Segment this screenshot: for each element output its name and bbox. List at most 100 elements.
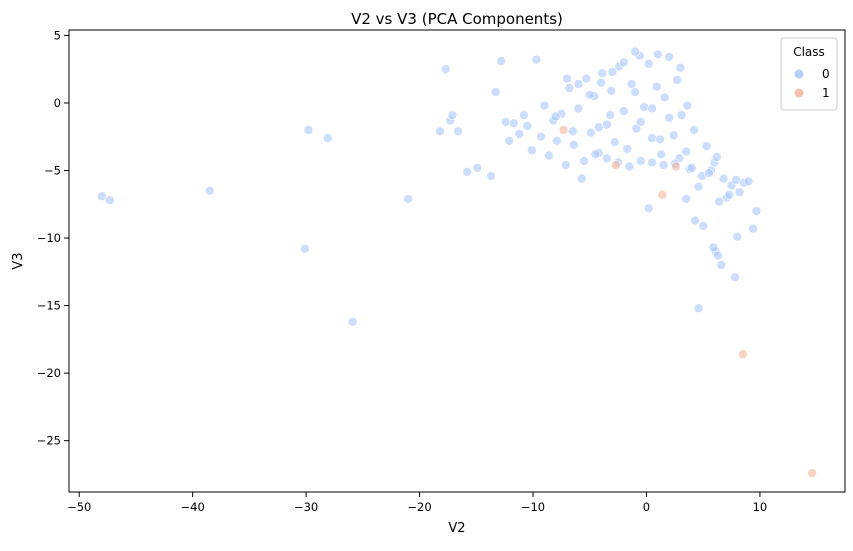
data-point-class-0 bbox=[639, 102, 650, 112]
x-tick-label: −10 bbox=[521, 500, 545, 514]
data-point-class-1 bbox=[807, 468, 817, 478]
data-point-class-0 bbox=[486, 171, 496, 181]
data-point-class-1 bbox=[738, 349, 748, 360]
data-point-class-0 bbox=[453, 126, 463, 137]
data-point-class-0 bbox=[668, 130, 679, 141]
data-point-class-0 bbox=[652, 49, 663, 60]
data-point-class-0 bbox=[435, 126, 445, 137]
data-point-class-0 bbox=[562, 73, 572, 84]
data-point-class-0 bbox=[522, 121, 533, 131]
data-point-class-0 bbox=[686, 163, 697, 173]
data-point-class-0 bbox=[579, 156, 589, 166]
y-tick-label: 5 bbox=[54, 28, 61, 42]
data-point-class-0 bbox=[514, 129, 525, 139]
data-point-class-0 bbox=[658, 160, 669, 170]
x-tick-label: −30 bbox=[294, 500, 318, 514]
data-point-class-0 bbox=[462, 167, 473, 177]
data-point-class-0 bbox=[573, 103, 584, 114]
chart-title: V2 vs V3 (PCA Components) bbox=[351, 10, 563, 28]
data-point-class-0 bbox=[681, 194, 692, 204]
data-point-class-0 bbox=[734, 187, 745, 197]
legend-title: Class bbox=[793, 45, 825, 59]
data-point-class-0 bbox=[751, 206, 762, 216]
data-point-class-0 bbox=[609, 137, 620, 147]
data-point-class-0 bbox=[618, 57, 629, 68]
data-point-class-0 bbox=[716, 260, 727, 270]
data-point-class-0 bbox=[519, 110, 529, 120]
data-point-class-0 bbox=[701, 141, 712, 151]
legend: Class 0 1 bbox=[780, 37, 838, 111]
data-points bbox=[97, 46, 817, 478]
data-point-class-0 bbox=[561, 160, 571, 170]
data-point-class-0 bbox=[708, 242, 719, 253]
y-tick-label: −25 bbox=[37, 434, 61, 448]
legend-marker-0 bbox=[793, 68, 805, 80]
data-point-class-0 bbox=[573, 79, 584, 89]
data-point-class-0 bbox=[567, 126, 578, 137]
data-point-class-0 bbox=[601, 119, 612, 130]
data-point-class-0 bbox=[643, 203, 654, 214]
data-point-class-0 bbox=[536, 131, 546, 142]
data-point-class-0 bbox=[693, 181, 704, 192]
data-point-class-0 bbox=[664, 113, 675, 123]
y-tick-label: 0 bbox=[54, 96, 61, 110]
data-point-class-0 bbox=[447, 110, 458, 120]
data-point-class-0 bbox=[630, 87, 640, 97]
y-axis-ticks: 5 0 −5 −10 −15 −20 −25 bbox=[37, 28, 69, 448]
data-point-class-1 bbox=[558, 125, 569, 135]
data-point-class-0 bbox=[682, 100, 693, 111]
data-point-class-0 bbox=[724, 190, 735, 200]
y-axis-label: V3 bbox=[11, 252, 26, 269]
data-point-class-0 bbox=[607, 67, 618, 77]
data-point-class-0 bbox=[597, 68, 608, 78]
data-point-class-0 bbox=[576, 173, 587, 184]
data-point-class-0 bbox=[630, 46, 640, 57]
data-point-class-0 bbox=[204, 186, 215, 196]
data-point-class-0 bbox=[622, 144, 633, 154]
data-point-class-0 bbox=[527, 145, 537, 155]
data-point-class-0 bbox=[496, 56, 507, 66]
data-point-class-0 bbox=[586, 127, 596, 138]
data-point-class-0 bbox=[732, 231, 743, 242]
data-point-class-0 bbox=[601, 153, 612, 164]
data-point-class-0 bbox=[635, 117, 646, 127]
data-point-class-0 bbox=[743, 176, 754, 187]
data-point-class-0 bbox=[606, 86, 617, 96]
data-point-class-0 bbox=[605, 110, 616, 120]
x-tick-label: −20 bbox=[407, 500, 431, 514]
data-point-class-0 bbox=[624, 161, 635, 172]
data-point-class-0 bbox=[635, 156, 646, 166]
data-point-class-0 bbox=[656, 149, 667, 160]
data-point-class-0 bbox=[647, 133, 657, 143]
data-point-class-0 bbox=[693, 303, 704, 314]
legend-label-1: 1 bbox=[822, 86, 830, 100]
data-point-class-0 bbox=[97, 191, 107, 201]
data-point-class-0 bbox=[300, 244, 310, 254]
data-point-class-0 bbox=[698, 221, 709, 231]
data-point-class-0 bbox=[544, 150, 554, 161]
data-point-class-0 bbox=[569, 140, 579, 150]
data-point-class-0 bbox=[672, 75, 682, 85]
data-point-class-0 bbox=[581, 73, 592, 84]
data-point-class-0 bbox=[626, 79, 637, 89]
y-tick-label: −5 bbox=[44, 163, 61, 177]
data-point-class-0 bbox=[551, 136, 562, 146]
data-point-class-0 bbox=[718, 173, 729, 184]
data-point-class-0 bbox=[655, 134, 665, 145]
x-tick-label: −40 bbox=[181, 500, 205, 514]
plot-frame bbox=[68, 29, 846, 493]
legend-marker-1 bbox=[793, 87, 805, 99]
data-point-class-0 bbox=[748, 223, 758, 234]
data-point-class-0 bbox=[105, 195, 115, 205]
x-axis-ticks: −50 −40 −30 −20 −10 0 10 bbox=[67, 492, 767, 514]
data-point-class-0 bbox=[730, 272, 740, 283]
data-point-class-0 bbox=[550, 111, 561, 122]
data-point-class-0 bbox=[584, 90, 595, 100]
x-tick-label: −50 bbox=[67, 500, 91, 514]
data-point-class-0 bbox=[618, 106, 629, 116]
data-point-class-0 bbox=[593, 122, 604, 133]
data-point-class-0 bbox=[440, 64, 451, 74]
data-point-class-0 bbox=[704, 168, 714, 178]
data-point-class-0 bbox=[500, 117, 511, 127]
